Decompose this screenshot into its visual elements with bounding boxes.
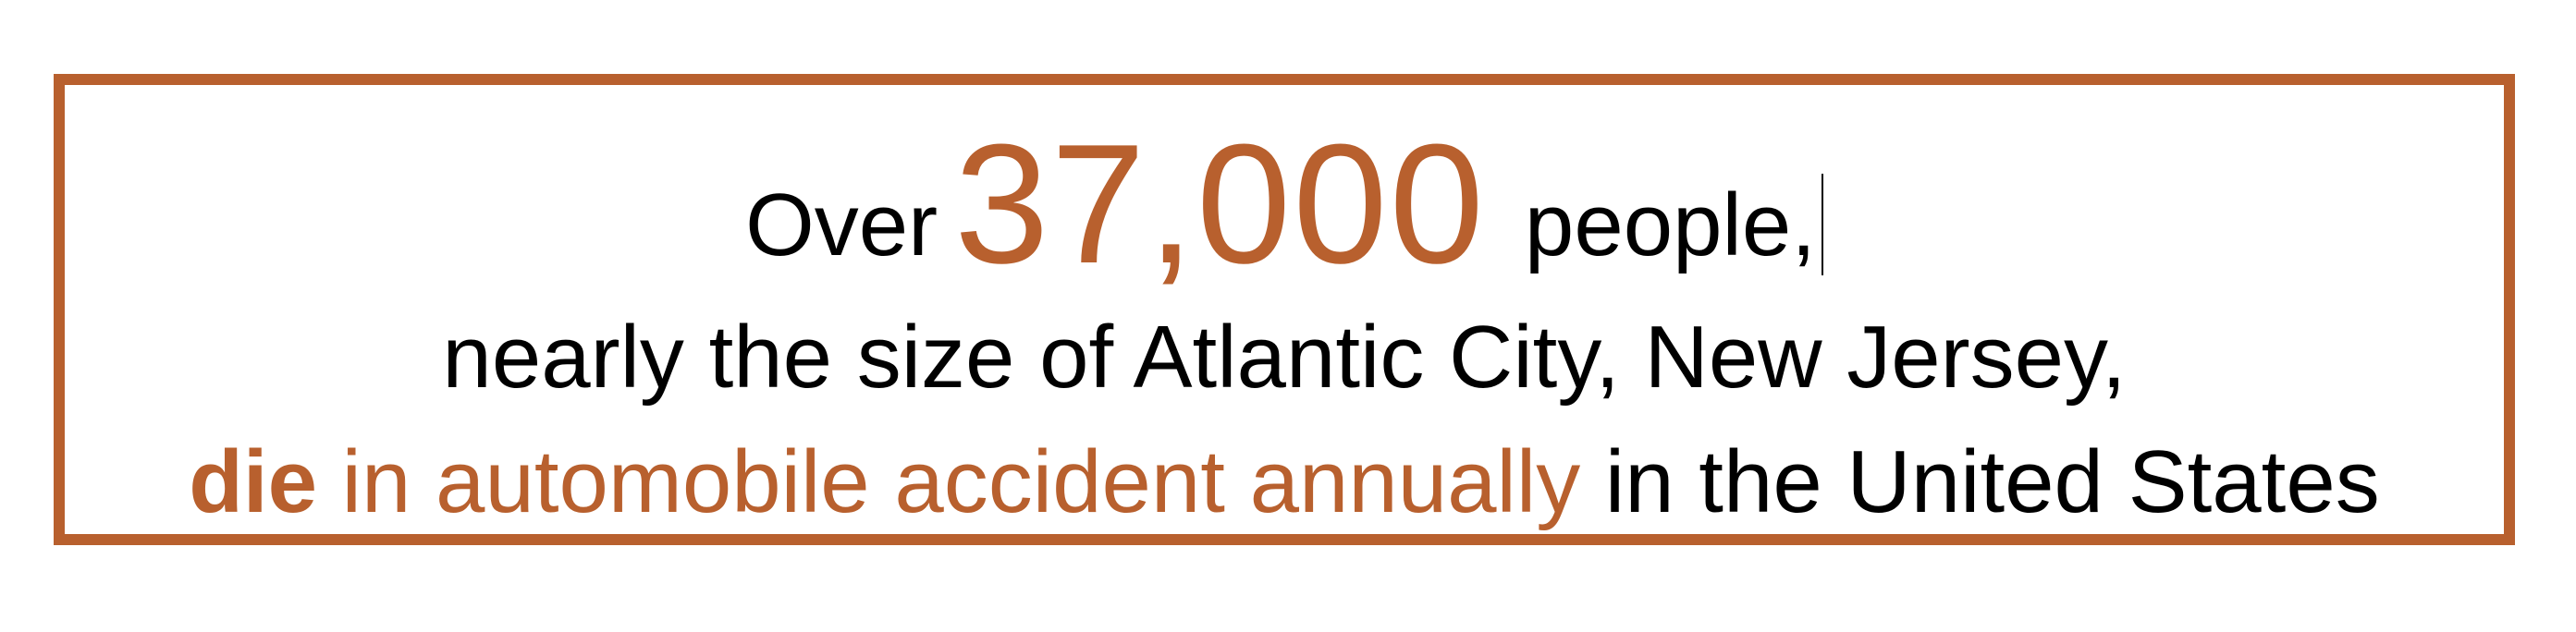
line3-suffix: in the United States bbox=[1604, 432, 2380, 531]
die-word: die bbox=[189, 432, 317, 531]
line2-text: nearly the size of Atlantic City, New Je… bbox=[442, 308, 2127, 407]
callout-box: Over37,000 people, nearly the size of Atl… bbox=[54, 74, 2515, 545]
headline-line-3: die in automobile accident annually in t… bbox=[65, 427, 2504, 538]
line1-prefix: Over bbox=[745, 176, 938, 274]
accent-phrase: in automobile accident annually bbox=[341, 432, 1581, 531]
text-cursor bbox=[1821, 174, 1823, 275]
line1-suffix: people, bbox=[1524, 176, 1816, 274]
headline-line-1: Over37,000 people, bbox=[65, 118, 2504, 299]
highlight-number: 37,000 bbox=[954, 108, 1486, 298]
headline-line-2: nearly the size of Atlantic City, New Je… bbox=[65, 302, 2504, 413]
